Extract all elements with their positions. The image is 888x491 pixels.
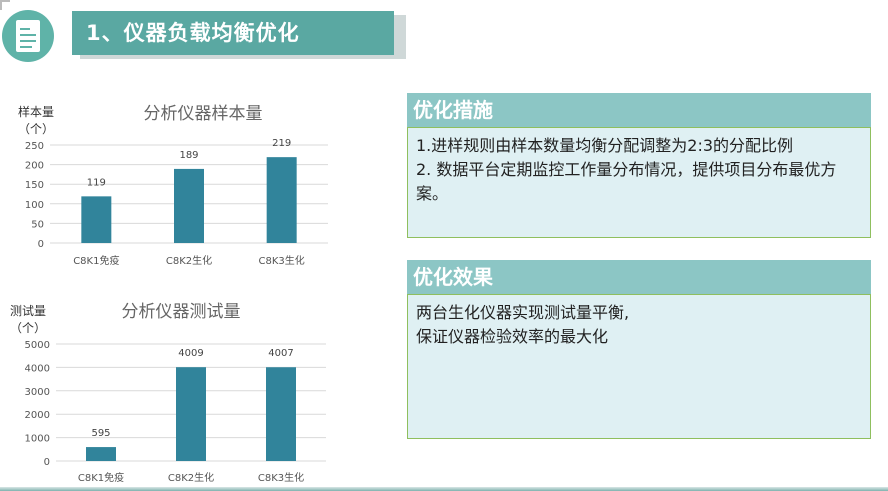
y-tick-label: 4000 [25, 363, 50, 374]
measure-item: 1.进样规则由样本数量均衡分配调整为2:3的分配比例 [416, 136, 794, 155]
y-tick-label: 1000 [25, 434, 50, 445]
data-label: 219 [272, 138, 291, 149]
y-tick-label: 3000 [25, 387, 50, 398]
effect-line: 两台生化仪器实现测试量平衡, [416, 303, 630, 322]
y-axis-unit: 测试量 [10, 303, 46, 318]
y-tick-label: 150 [25, 180, 44, 191]
page-title: 1、仪器负载均衡优化 [72, 11, 394, 55]
bar [176, 367, 206, 461]
x-category-label: C8K1免疫 [73, 254, 119, 267]
chart-title: 分析仪器样本量 [144, 104, 263, 124]
bar [266, 157, 297, 243]
effect-heading: 优化效果 [407, 260, 871, 294]
y-tick-label: 0 [38, 239, 44, 250]
y-axis-unit: 样本量 [18, 104, 54, 119]
measures-body: 1.进样规则由样本数量均衡分配调整为2:3的分配比例 2. 数据平台定期监控工作… [407, 127, 871, 238]
y-axis-unit-paren: （个） [10, 321, 46, 335]
y-tick-label: 2000 [25, 410, 50, 421]
bottom-border [0, 487, 888, 491]
measure-item: 2. 数据平台定期监控工作量分布情况，提供项目分布最优方案。 [416, 160, 837, 203]
y-tick-label: 200 [25, 161, 44, 172]
y-axis-unit-paren: （个） [18, 122, 54, 136]
x-category-label: C8K2生化 [168, 471, 214, 484]
data-label: 595 [91, 428, 110, 439]
corner-mark [0, 0, 10, 10]
bar [266, 367, 296, 461]
bar [81, 196, 112, 243]
y-tick-label: 5000 [25, 340, 50, 351]
y-tick-label: 250 [25, 141, 44, 152]
x-category-label: C8K3生化 [259, 254, 305, 267]
chart-title: 分析仪器测试量 [122, 302, 241, 322]
measures-heading: 优化措施 [407, 93, 871, 127]
x-category-label: C8K2生化 [166, 254, 212, 267]
data-label: 119 [87, 177, 106, 188]
data-label: 4009 [178, 348, 203, 359]
y-tick-label: 50 [31, 219, 44, 230]
document-icon [2, 10, 54, 62]
data-label: 4007 [268, 348, 293, 359]
data-label: 189 [179, 150, 198, 161]
bar [174, 168, 204, 243]
y-tick-label: 0 [44, 457, 50, 468]
effect-body: 两台生化仪器实现测试量平衡, 保证仪器检验效率的最大化 [407, 294, 871, 439]
bar [86, 447, 116, 461]
y-tick-label: 100 [25, 200, 44, 211]
x-category-label: C8K1免疫 [78, 471, 124, 484]
effect-line: 保证仪器检验效率的最大化 [416, 327, 609, 346]
x-category-label: C8K3生化 [258, 471, 304, 484]
